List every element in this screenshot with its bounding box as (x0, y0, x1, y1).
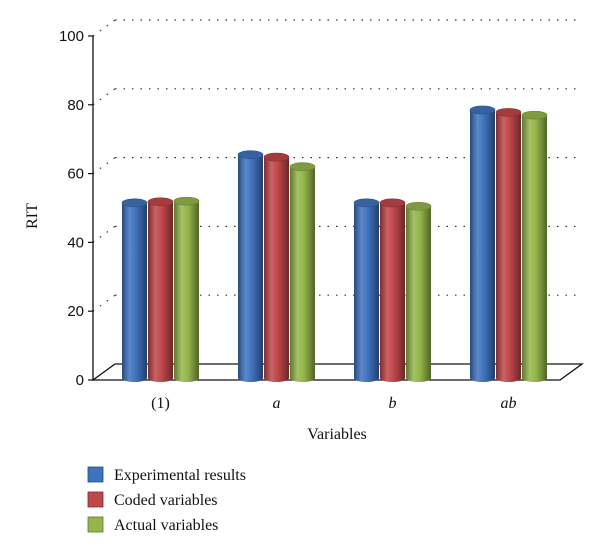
gridline-depth (92, 19, 116, 37)
x-category-label: b (389, 395, 397, 412)
y-tick-label: 40 (67, 234, 84, 251)
x-category-label: ab (501, 395, 517, 412)
y-axis: 0 20 40 60 80 100 (59, 28, 94, 389)
legend: Experimental results Coded variables Actua… (87, 466, 246, 534)
bar-body (354, 202, 379, 382)
bar-top-cap (469, 105, 496, 115)
y-axis-title: RIT (24, 203, 41, 229)
y-tick-label: 20 (67, 303, 84, 320)
bar-top-cap (521, 110, 548, 120)
bar-body (122, 202, 147, 382)
bar-body (522, 115, 547, 383)
x-category-label: a (273, 395, 281, 412)
y-tick-label: 0 (76, 372, 84, 389)
legend-swatch (87, 466, 104, 483)
y-tick-label: 60 (67, 166, 84, 183)
bar-top-cap (495, 108, 522, 117)
bar (379, 198, 406, 382)
legend-label: Coded variables (114, 492, 218, 509)
bar (521, 110, 548, 383)
bar-top-cap (173, 196, 200, 206)
legend-label: Experimental results (114, 467, 246, 484)
bar (405, 201, 432, 382)
bar-body (380, 202, 405, 382)
bars (121, 105, 548, 383)
bar-top-cap (353, 198, 380, 208)
y-tick-label: 100 (59, 28, 84, 45)
x-category-label: (1) (151, 395, 170, 412)
chart-floor-plane (91, 363, 584, 381)
bar-body (496, 112, 521, 383)
bar (147, 197, 174, 382)
bar-top-cap (289, 162, 316, 172)
y-tick-label: 80 (67, 97, 84, 114)
bar (237, 150, 264, 382)
bar-top-cap (237, 150, 264, 159)
x-axis-categories: (1) a b ab (151, 395, 516, 412)
bar-top-cap (379, 198, 406, 208)
legend-swatch (87, 491, 104, 508)
bar-body (290, 166, 315, 382)
bar (263, 152, 290, 382)
x-axis-title: Variables (307, 426, 367, 443)
bar-top-cap (121, 198, 148, 208)
bar-body (148, 201, 173, 382)
bar (469, 105, 496, 383)
bar (121, 198, 148, 382)
bar-top-cap (263, 152, 290, 162)
gridline-depth (92, 225, 116, 243)
bar (495, 108, 522, 383)
bar-body (470, 109, 495, 383)
bar (289, 162, 316, 382)
legend-label: Actual variables (114, 517, 218, 534)
chart-floor (91, 363, 584, 381)
bar (353, 198, 380, 382)
bar-body (264, 157, 289, 382)
bar-body (174, 201, 199, 382)
bar-body (406, 206, 431, 382)
bar (173, 196, 200, 382)
gridline-depth (92, 157, 116, 175)
gridline-depth (92, 88, 116, 106)
bar-top-cap (147, 197, 174, 207)
bar-body (237, 154, 263, 382)
gridline-depth (92, 294, 116, 312)
legend-swatch (87, 516, 104, 533)
bar-top-cap (405, 201, 432, 211)
